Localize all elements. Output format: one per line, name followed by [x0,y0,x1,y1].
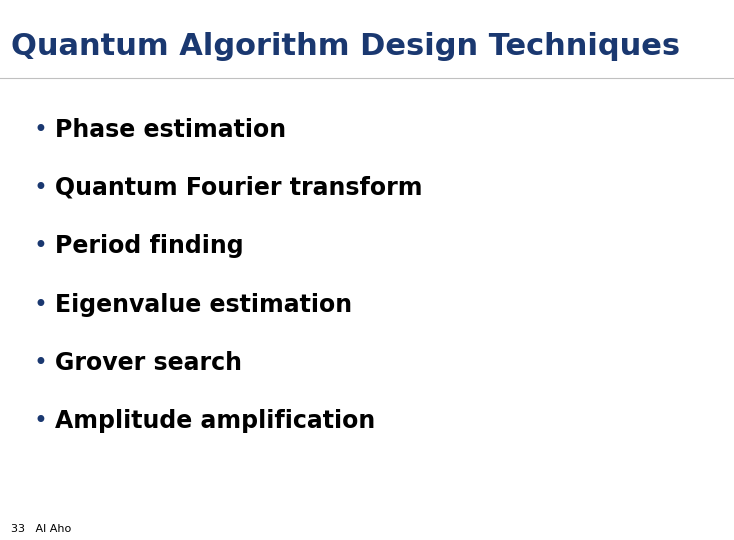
Text: •: • [34,409,47,433]
Text: Period finding: Period finding [55,234,244,258]
Text: Eigenvalue estimation: Eigenvalue estimation [55,293,352,316]
Text: Quantum Algorithm Design Techniques: Quantum Algorithm Design Techniques [11,32,680,62]
Text: 33   Al Aho: 33 Al Aho [11,523,71,534]
Text: •: • [34,351,47,375]
Text: Phase estimation: Phase estimation [55,118,286,141]
Text: •: • [34,176,47,200]
Text: Grover search: Grover search [55,351,242,375]
Text: Quantum Fourier transform: Quantum Fourier transform [55,176,423,200]
Text: •: • [34,118,47,141]
Text: •: • [34,234,47,258]
Text: Amplitude amplification: Amplitude amplification [55,409,375,433]
Text: •: • [34,293,47,316]
